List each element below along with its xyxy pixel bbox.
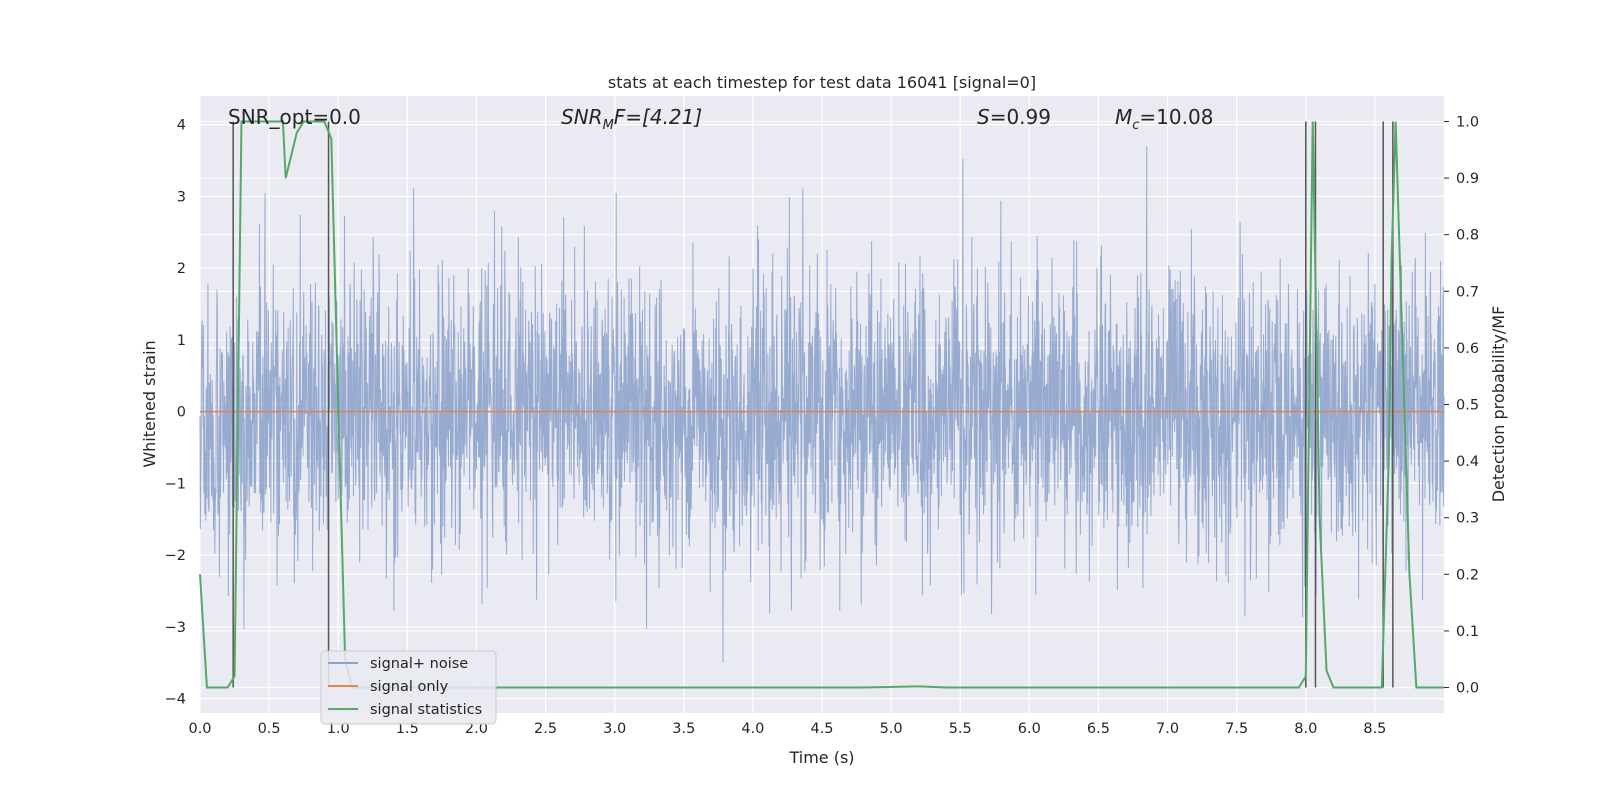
- x-tick-label-2: 1.0: [327, 721, 350, 737]
- y-left-tick-label-7: 3: [177, 189, 186, 205]
- y-left-tick-label-0: −4: [165, 692, 186, 708]
- annotation-snr-mf: SNRMF=[4.21]: [561, 105, 702, 133]
- x-axis-label: Time (s): [788, 748, 854, 767]
- y-left-tick-label-8: 4: [177, 118, 186, 134]
- x-tick-label-10: 5.0: [880, 721, 903, 737]
- x-tick-label-3: 1.5: [396, 721, 419, 737]
- signal-plus-noise-line: [199, 146, 1445, 663]
- annotation-snr-opt: SNR_opt=0.0: [228, 105, 361, 129]
- x-tick-label-15: 7.5: [1225, 721, 1248, 737]
- y-right-tick-label-6: 0.6: [1456, 341, 1479, 357]
- x-tick-label-12: 6.0: [1018, 721, 1041, 737]
- x-tick-label-4: 2.0: [465, 721, 488, 737]
- x-tick-label-1: 0.5: [258, 721, 281, 737]
- x-tick-label-17: 8.5: [1363, 721, 1386, 737]
- annotation-snr-mf-subscript: M: [603, 118, 614, 133]
- y-right-tick-label-7: 0.7: [1456, 284, 1479, 300]
- legend-label-signal-only: signal only: [370, 679, 449, 695]
- y-right-tick-label-2: 0.2: [1456, 567, 1479, 583]
- x-tick-label-6: 3.0: [603, 721, 626, 737]
- x-tick-labels: 0.0 0.5 1.0 1.5 2.0 2.5 3.0 3.5 4.0 4.5 5.0 5.5 6.0 6…: [188, 721, 1386, 737]
- legend-box: [320, 650, 497, 725]
- y-right-tick-label-5: 0.5: [1456, 398, 1479, 414]
- legend-label-signal-plus-noise: signal+ noise: [370, 656, 468, 672]
- y-left-tick-label-6: 2: [177, 261, 186, 277]
- x-tick-label-16: 8.0: [1294, 721, 1317, 737]
- y-left-tick-label-1: −3: [165, 620, 186, 636]
- y-left-tick-label-2: −2: [165, 548, 186, 564]
- x-tick-label-13: 6.5: [1087, 721, 1110, 737]
- y-right-tick-labels: 0.0 0.1 0.2 0.3 0.4 0.5 0.6 0.7 0.8 0.9 1.0: [1444, 114, 1479, 697]
- annotation-mc-symbol: M: [1115, 105, 1132, 129]
- annotation-mc: Mc=10.08: [1115, 105, 1213, 133]
- y-right-tick-label-0: 0.0: [1456, 681, 1479, 697]
- y-right-tick-label-9: 0.9: [1456, 171, 1479, 187]
- series-signal-plus-noise: [199, 146, 1445, 663]
- x-tick-label-5: 2.5: [534, 721, 557, 737]
- y-right-tick-label-8: 0.8: [1456, 228, 1479, 244]
- y-left-tick-label-3: −1: [165, 476, 186, 492]
- annotation-s-symbol: S: [977, 105, 990, 129]
- annotation-mc-value: =10.08: [1139, 105, 1213, 129]
- y-right-tick-label-1: 0.1: [1456, 624, 1479, 640]
- x-tick-label-11: 5.5: [949, 721, 972, 737]
- annotation-s-value: =0.99: [990, 105, 1051, 129]
- annotation-snr-mf-symbol: SNR: [561, 105, 603, 129]
- y-right-tick-label-3: 0.3: [1456, 511, 1479, 527]
- y-left-tick-label-4: 0: [177, 405, 186, 421]
- y-left-tick-label-5: 1: [177, 333, 186, 349]
- x-tick-label-14: 7.0: [1156, 721, 1179, 737]
- y-left-tick-labels: −4 −3 −2 −1 0 1 2 3 4: [165, 118, 186, 708]
- annotation-s: S=0.99: [977, 105, 1051, 129]
- annotation-mc-subscript: c: [1132, 118, 1139, 133]
- y-right-tick-label-10: 1.0: [1456, 114, 1479, 130]
- chart-title: stats at each timestep for test data 160…: [608, 73, 1036, 92]
- x-tick-label-8: 4.0: [741, 721, 764, 737]
- y-axis-label-left: Whitened strain: [140, 340, 159, 467]
- y-axis-label-right: Detection probability/MF: [1489, 306, 1508, 503]
- x-tick-label-9: 4.5: [810, 721, 833, 737]
- x-tick-label-7: 3.5: [672, 721, 695, 737]
- legend: signal+ noise signal only signal statist…: [320, 650, 497, 725]
- legend-label-signal-statistics: signal statistics: [370, 702, 482, 718]
- annotation-snr-mf-value: F=[4.21]: [614, 105, 702, 129]
- x-tick-label-0: 0.0: [188, 721, 211, 737]
- y-right-tick-label-4: 0.4: [1456, 454, 1479, 470]
